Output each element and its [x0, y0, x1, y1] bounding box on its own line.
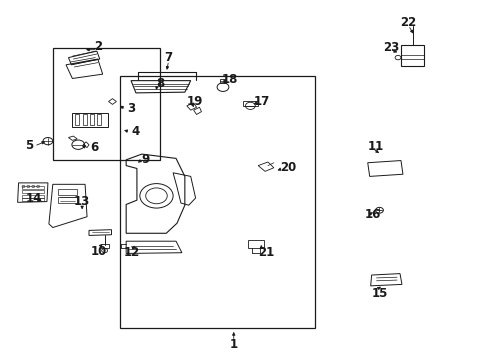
- Bar: [58, 197, 77, 203]
- Text: 12: 12: [123, 246, 140, 259]
- Text: 18: 18: [221, 73, 238, 86]
- Bar: [90, 114, 94, 125]
- Bar: [21, 190, 43, 193]
- Text: 2: 2: [94, 40, 102, 53]
- Bar: [58, 189, 77, 195]
- Text: 1: 1: [229, 338, 237, 351]
- Text: 3: 3: [127, 102, 135, 115]
- Text: 23: 23: [382, 41, 399, 54]
- Text: 9: 9: [142, 153, 149, 166]
- Bar: [72, 113, 107, 127]
- Bar: [400, 45, 424, 66]
- Bar: [97, 114, 101, 125]
- Bar: [82, 114, 86, 125]
- Text: 19: 19: [186, 95, 203, 108]
- Bar: [53, 48, 160, 160]
- Text: 7: 7: [164, 51, 172, 64]
- Text: 10: 10: [90, 245, 107, 258]
- Bar: [242, 101, 258, 106]
- Text: 5: 5: [25, 139, 33, 152]
- Text: 14: 14: [26, 192, 42, 205]
- Bar: [21, 195, 43, 198]
- Bar: [21, 198, 43, 201]
- Text: 11: 11: [366, 140, 383, 153]
- Text: 22: 22: [399, 16, 416, 29]
- Bar: [101, 244, 108, 248]
- Bar: [248, 240, 264, 248]
- Bar: [75, 114, 79, 125]
- Text: 15: 15: [370, 287, 387, 300]
- Text: 16: 16: [364, 208, 380, 221]
- Text: 21: 21: [258, 246, 274, 259]
- Text: 20: 20: [280, 161, 296, 174]
- Text: 8: 8: [156, 77, 164, 90]
- Text: 6: 6: [90, 141, 98, 154]
- Bar: [120, 76, 315, 328]
- Text: 4: 4: [132, 125, 140, 138]
- Text: 13: 13: [74, 195, 90, 208]
- Text: 17: 17: [253, 95, 270, 108]
- Bar: [21, 186, 43, 189]
- Bar: [220, 79, 225, 83]
